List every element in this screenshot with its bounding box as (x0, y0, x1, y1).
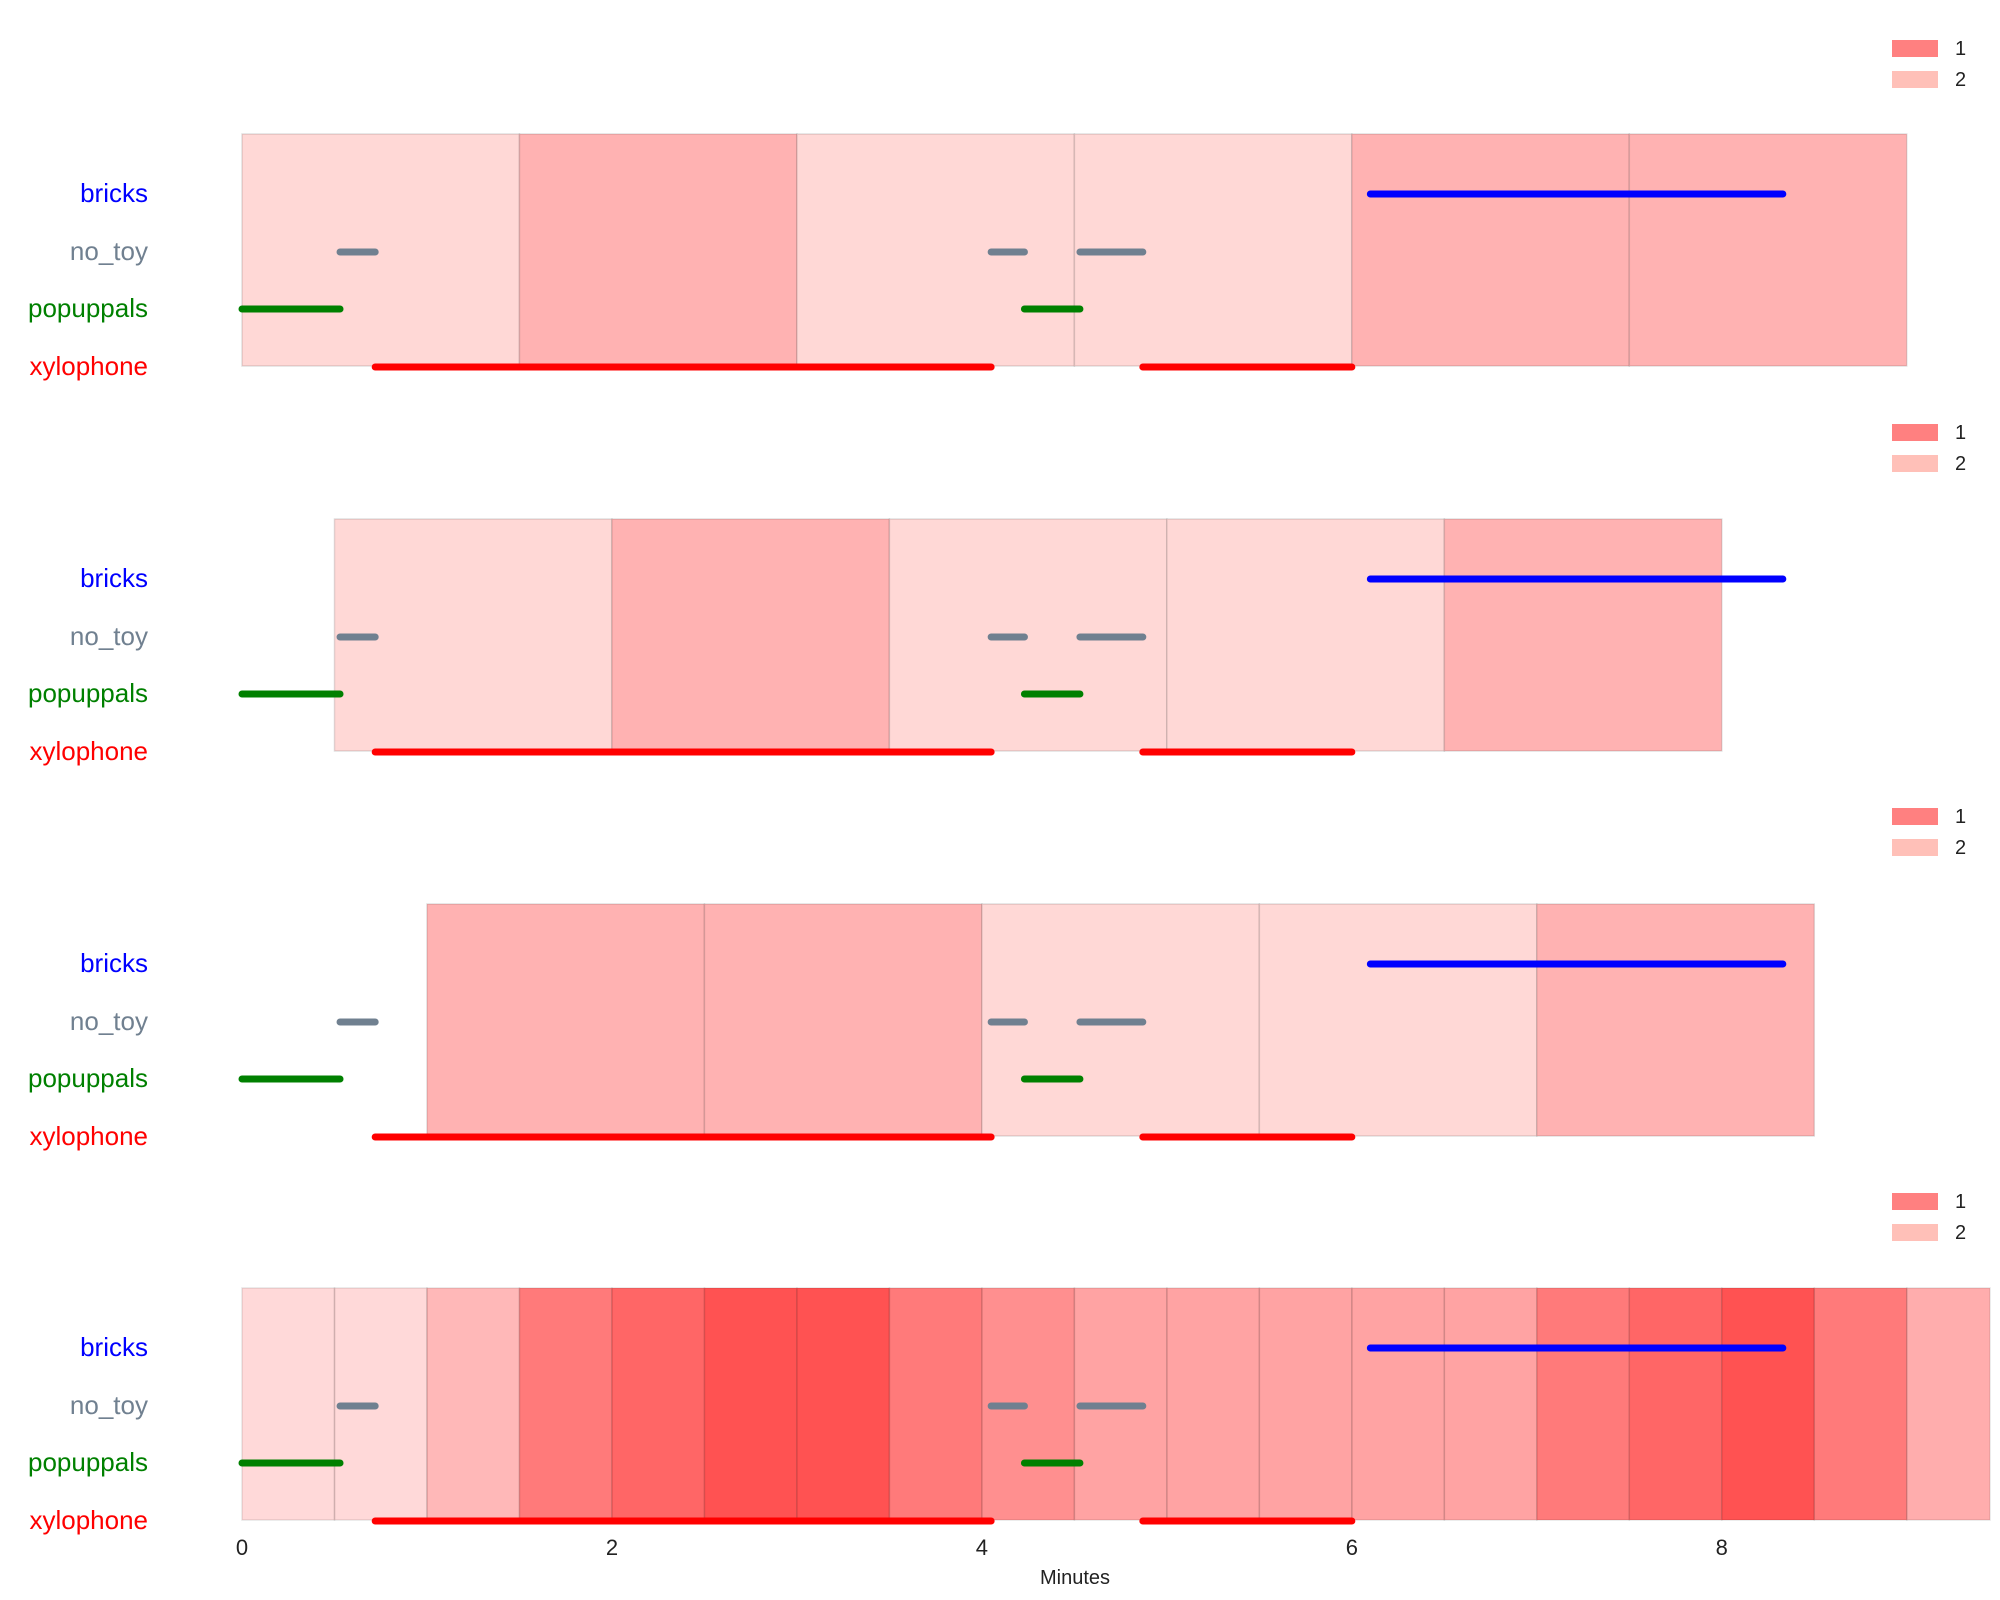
heat-band (796, 1287, 891, 1521)
window-bands (241, 1287, 1991, 1521)
heat-band (1813, 1287, 1908, 1521)
activity-segments (238, 1344, 1787, 1525)
category-label-popuppals: popuppals (28, 293, 148, 323)
category-labels: bricks no_toy popuppals xylophone (28, 1332, 148, 1535)
legend-label-1: 1 (1955, 38, 1966, 60)
heat-band (1258, 1287, 1353, 1521)
heat-band (703, 1287, 798, 1521)
window-bands (426, 903, 1816, 1137)
legend: 12 (1892, 1191, 1966, 1244)
legend-label-1: 1 (1955, 1191, 1966, 1213)
heat-band (1166, 1287, 1261, 1521)
heat-band (518, 1287, 613, 1521)
category-labels: bricks no_toy popuppals xylophone (28, 178, 148, 381)
category-labels: bricks no_toy popuppals xylophone (28, 563, 148, 766)
category-label-xylophone: xylophone (29, 1121, 148, 1151)
x-axis-label: Minutes (1040, 1567, 1110, 1589)
legend-swatch-2 (1892, 455, 1938, 472)
x-tick-label: 4 (976, 1535, 988, 1560)
window-band-level-1 (611, 518, 891, 752)
window-band-level-1 (518, 133, 798, 367)
heat-band (888, 1287, 983, 1521)
heat-band (426, 1287, 521, 1521)
heat-band (1906, 1287, 1991, 1521)
window-band-level-1 (1536, 903, 1816, 1137)
legend-label-2: 2 (1955, 453, 1966, 475)
category-label-no-toy: no_toy (70, 621, 148, 651)
activity-segments (238, 575, 1787, 756)
category-label-bricks: bricks (80, 948, 148, 978)
legend-label-1: 1 (1955, 806, 1966, 828)
window-band-level-2 (333, 518, 613, 752)
window-band-level-1 (1351, 133, 1631, 367)
heat-band (1628, 1287, 1723, 1521)
legend-label-2: 2 (1955, 69, 1966, 91)
legend-label-2: 2 (1955, 837, 1966, 859)
activity-segments (238, 190, 1787, 371)
category-label-no-toy: no_toy (70, 1006, 148, 1036)
x-tick-label: 2 (606, 1535, 618, 1560)
legend-swatch-2 (1892, 839, 1938, 856)
category-label-no-toy: no_toy (70, 1390, 148, 1420)
category-label-popuppals: popuppals (28, 1063, 148, 1093)
category-label-xylophone: xylophone (29, 351, 148, 381)
x-axis: Minutes 0 2 4 6 8 (236, 1535, 1728, 1589)
window-band-level-1 (1443, 518, 1723, 752)
window-bands (333, 518, 1723, 752)
heat-band (1721, 1287, 1816, 1521)
legend: 12 (1892, 38, 1966, 91)
heat-band (1351, 1287, 1446, 1521)
legend: 12 (1892, 422, 1966, 475)
legend-swatch-2 (1892, 1224, 1938, 1241)
legend-label-1: 1 (1955, 422, 1966, 444)
x-tick-label: 6 (1346, 1535, 1358, 1560)
legend-label-2: 2 (1955, 1222, 1966, 1244)
category-label-bricks: bricks (80, 178, 148, 208)
window-band-level-2 (1258, 903, 1538, 1137)
category-label-xylophone: xylophone (29, 1505, 148, 1535)
category-label-popuppals: popuppals (28, 1447, 148, 1477)
activity-segments (238, 960, 1787, 1141)
category-label-popuppals: popuppals (28, 678, 148, 708)
window-band-level-1 (703, 903, 983, 1137)
legend-swatch-1 (1892, 808, 1938, 825)
panels: bricksno_toypopuppalsxylophone12bricksno… (28, 38, 1991, 1535)
window-band-level-1 (1628, 133, 1908, 367)
legend-swatch-1 (1892, 424, 1938, 441)
category-label-bricks: bricks (80, 563, 148, 593)
legend-swatch-2 (1892, 71, 1938, 88)
x-tick-label: 8 (1716, 1535, 1728, 1560)
category-label-no-toy: no_toy (70, 236, 148, 266)
category-labels: bricks no_toy popuppals xylophone (28, 948, 148, 1151)
legend: 12 (1892, 806, 1966, 859)
heat-band (241, 1287, 336, 1521)
category-label-bricks: bricks (80, 1332, 148, 1362)
window-band-level-2 (241, 133, 521, 367)
heat-band (1536, 1287, 1631, 1521)
heat-band (1443, 1287, 1538, 1521)
window-bands (241, 133, 1908, 367)
legend-swatch-1 (1892, 1193, 1938, 1210)
category-label-xylophone: xylophone (29, 736, 148, 766)
window-band-level-2 (796, 133, 1076, 367)
legend-swatch-1 (1892, 40, 1938, 57)
window-band-level-1 (426, 903, 706, 1137)
x-tick-label: 0 (236, 1535, 248, 1560)
heat-band (611, 1287, 706, 1521)
window-band-level-2 (1166, 518, 1446, 752)
